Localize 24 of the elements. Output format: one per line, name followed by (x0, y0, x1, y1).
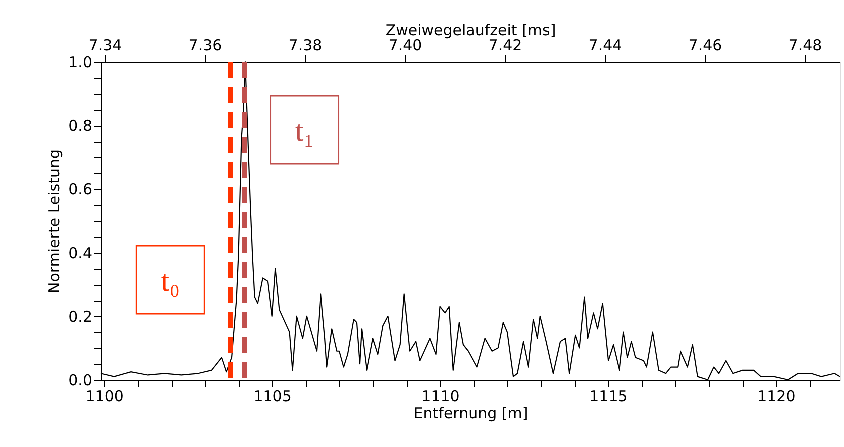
x2-tick-label: 7.38 (288, 36, 322, 54)
x-tick-label: 1105 (254, 388, 292, 406)
x2-tick-label: 7.34 (88, 36, 122, 54)
x-tick-label: 1110 (422, 388, 460, 406)
ref-line-label: t₀ (161, 265, 180, 298)
x2-tick-label: 7.48 (788, 36, 822, 54)
y-tick-label: 1.0 (68, 54, 92, 72)
x2-tick-label: 7.36 (188, 36, 222, 54)
x2-tick-label: 7.42 (488, 36, 522, 54)
y-tick-label: 0.4 (68, 244, 92, 262)
y-tick-label: 0.6 (68, 180, 92, 199)
x2-tick-label: 7.40 (388, 36, 422, 54)
x2-axis-title: Zweiwegelaufzeit [ms] (386, 22, 556, 40)
y-axis-title: Normierte Leistung (46, 149, 64, 294)
y-tick-label: 0.8 (68, 117, 92, 136)
x-tick-label: 1120 (758, 388, 796, 406)
ref-line-label: t₁ (295, 115, 314, 148)
x2-tick-label: 7.46 (688, 36, 722, 54)
y-tick-label: 0.0 (68, 372, 92, 390)
x-tick-label: 1115 (590, 388, 628, 406)
y-tick-label: 0.2 (68, 308, 92, 326)
x2-tick-label: 7.44 (588, 36, 622, 54)
x-axis-title: Entfernung [m] (414, 404, 528, 422)
x-tick-label: 1100 (86, 388, 124, 406)
